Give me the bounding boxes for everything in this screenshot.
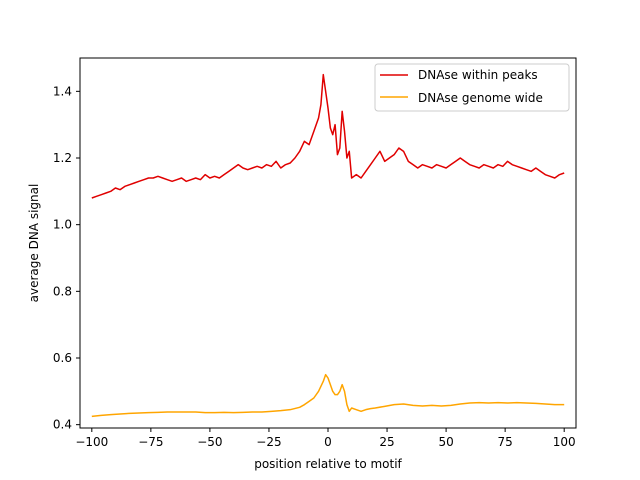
y-tick-label: 1.2 — [53, 151, 72, 165]
x-tick-label: 25 — [379, 435, 394, 449]
legend-label-dnase-genome-wide: DNAse genome wide — [418, 91, 543, 105]
legend: DNAse within peaks DNAse genome wide — [374, 63, 570, 112]
y-tick-label: 0.8 — [53, 284, 72, 298]
series-line-dnase-within-peaks — [91, 73, 565, 199]
x-tick-label: 0 — [324, 435, 332, 449]
x-axis-ticks: −100 −75 −50 −25 0 25 50 75 100 — [75, 428, 576, 449]
x-tick-label: 100 — [553, 435, 576, 449]
x-tick-label: 75 — [498, 435, 513, 449]
y-tick-label: 1.4 — [53, 84, 72, 98]
y-tick-label: 1.0 — [53, 218, 72, 232]
legend-label-dnase-within-peaks: DNAse within peaks — [418, 68, 538, 82]
x-tick-label: 50 — [438, 435, 453, 449]
y-axis-ticks: 0.4 0.6 0.8 1.0 1.2 1.4 — [53, 84, 80, 432]
legend-box — [374, 63, 570, 112]
x-axis-label: position relative to motif — [254, 457, 402, 471]
x-tick-label: −75 — [138, 435, 163, 449]
y-tick-label: 0.4 — [53, 418, 72, 432]
series-line-dnase-genome-wide — [91, 373, 565, 418]
y-axis-label: average DNA signal — [27, 184, 41, 303]
plot-lines — [91, 73, 565, 418]
x-tick-label: −25 — [256, 435, 281, 449]
y-tick-label: 0.6 — [53, 351, 72, 365]
x-tick-label: −100 — [75, 435, 108, 449]
x-tick-label: −50 — [197, 435, 222, 449]
